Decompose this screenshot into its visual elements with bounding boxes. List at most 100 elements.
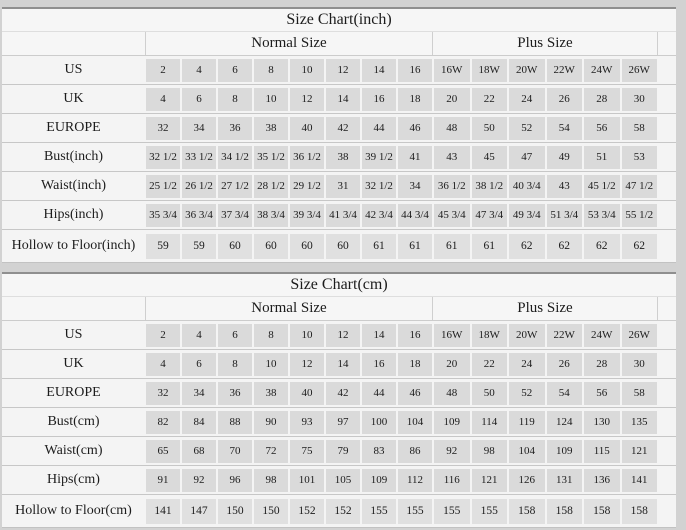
- size-cell: 45: [471, 145, 507, 169]
- size-cell: 104: [398, 410, 432, 434]
- size-cell: 79: [326, 439, 360, 463]
- size-cell: 60: [326, 233, 360, 259]
- size-cell: 155: [434, 498, 470, 524]
- size-cell: 36 1/2: [290, 145, 324, 169]
- size-cell: 10: [254, 352, 288, 376]
- size-cell: 26W: [621, 58, 657, 82]
- size-cell: 70: [218, 439, 252, 463]
- size-cell: 41: [398, 145, 432, 169]
- size-cell: 155: [471, 498, 507, 524]
- row-label: Bust(inch): [43, 149, 104, 164]
- row-right-padding: [658, 201, 676, 229]
- size-cell: 16: [398, 58, 432, 82]
- size-cell: 12: [326, 58, 360, 82]
- size-cell: 141: [621, 468, 657, 492]
- row-right-padding: [658, 495, 676, 527]
- size-cell: 20: [434, 87, 470, 111]
- size-cell: 59: [182, 233, 216, 259]
- plus-size-header: Plus Size: [433, 297, 658, 320]
- size-cell: 40 3/4: [509, 174, 545, 198]
- size-cell: 44 3/4: [398, 203, 432, 227]
- size-cell: 26: [546, 352, 582, 376]
- size-cell: 83: [362, 439, 396, 463]
- size-cell: 121: [621, 439, 657, 463]
- size-cell: 50: [471, 116, 507, 140]
- table-title-inch: Size Chart(inch): [2, 9, 676, 32]
- row-right-padding: [658, 321, 676, 349]
- size-cell: 18W: [471, 58, 507, 82]
- size-cell: 22W: [546, 323, 582, 347]
- size-cell: 2: [146, 58, 180, 82]
- size-cell: 55 1/2: [621, 203, 657, 227]
- size-cell: 141: [146, 498, 180, 524]
- table-body-inch: US 2 4 6 8 10 12 14 16 16W 18W 20W 22W 24W 26W UK 4 6 8 10 1…: [2, 56, 676, 262]
- table-row: Hips(inch) 35 3/4 36 3/4 37 3/4 38 3/4 39 3/4…: [2, 201, 676, 230]
- size-cell: 12: [290, 352, 324, 376]
- size-cell: 32: [146, 381, 180, 405]
- size-cell: 25 1/2: [146, 174, 180, 198]
- size-cell: 8: [254, 323, 288, 347]
- size-cell: 32 1/2: [362, 174, 396, 198]
- size-cell: 92: [434, 439, 470, 463]
- size-cell: 59: [146, 233, 180, 259]
- size-cell: 56: [584, 381, 620, 405]
- size-cell: 42 3/4: [362, 203, 396, 227]
- size-cell: 84: [182, 410, 216, 434]
- table-row: Hollow to Floor(inch) 59 59 60 60 60 60 61 61 61 6…: [2, 230, 676, 262]
- size-cell: 62: [584, 233, 620, 259]
- size-cell: 24: [509, 87, 545, 111]
- size-cell: 4: [146, 352, 180, 376]
- size-cell: 10: [254, 87, 288, 111]
- size-cell: 96: [218, 468, 252, 492]
- size-cell: 158: [584, 498, 620, 524]
- size-cell: 60: [218, 233, 252, 259]
- size-cell: 158: [621, 498, 657, 524]
- size-cell: 109: [434, 410, 470, 434]
- size-cell: 50: [471, 381, 507, 405]
- size-cell: 112: [398, 468, 432, 492]
- table-row: Waist(inch) 25 1/2 26 1/2 27 1/2 28 1/2 29 1/…: [2, 172, 676, 201]
- size-cell: 49: [546, 145, 582, 169]
- size-cell: 91: [146, 468, 180, 492]
- size-cell: 10: [290, 58, 324, 82]
- size-cell: 65: [146, 439, 180, 463]
- row-right-padding: [658, 85, 676, 113]
- size-cell: 75: [290, 439, 324, 463]
- size-cell: 54: [546, 381, 582, 405]
- size-cell: 82: [146, 410, 180, 434]
- size-cell: 61: [362, 233, 396, 259]
- size-cell: 130: [584, 410, 620, 434]
- row-label: US: [64, 327, 83, 342]
- size-cell: 58: [621, 381, 657, 405]
- size-cell: 38 1/2: [471, 174, 507, 198]
- size-cell: 46: [398, 381, 432, 405]
- size-cell: 20W: [509, 323, 545, 347]
- size-cell: 39 3/4: [290, 203, 324, 227]
- row-right-padding: [658, 230, 676, 262]
- size-cell: 32: [146, 116, 180, 140]
- row-label: Hips(cm): [47, 472, 100, 487]
- size-cell: 36 1/2: [434, 174, 470, 198]
- row-right-padding: [658, 56, 676, 84]
- row-right-padding: [658, 350, 676, 378]
- row-right-padding: [658, 172, 676, 200]
- size-cell: 28 1/2: [254, 174, 288, 198]
- table-row: UK 4 6 8 10 12 14 16 18 20 22 24 26 28 30: [2, 350, 676, 379]
- size-cell: 62: [621, 233, 657, 259]
- size-cell: 39 1/2: [362, 145, 396, 169]
- size-cell: 29 1/2: [290, 174, 324, 198]
- size-cell: 51: [584, 145, 620, 169]
- group-right-padding: [658, 32, 676, 55]
- size-cell: 158: [509, 498, 545, 524]
- table-row: Bust(inch) 32 1/2 33 1/2 34 1/2 35 1/2 36 1/2…: [2, 143, 676, 172]
- row-label: UK: [63, 356, 84, 371]
- size-cell: 32 1/2: [146, 145, 180, 169]
- size-cell: 16W: [434, 58, 470, 82]
- size-cell: 14: [362, 323, 396, 347]
- size-cell: 43: [434, 145, 470, 169]
- size-cell: 93: [290, 410, 324, 434]
- group-spacer: [2, 297, 145, 320]
- size-cell: 49 3/4: [509, 203, 545, 227]
- size-cell: 26W: [621, 323, 657, 347]
- size-cell: 100: [362, 410, 396, 434]
